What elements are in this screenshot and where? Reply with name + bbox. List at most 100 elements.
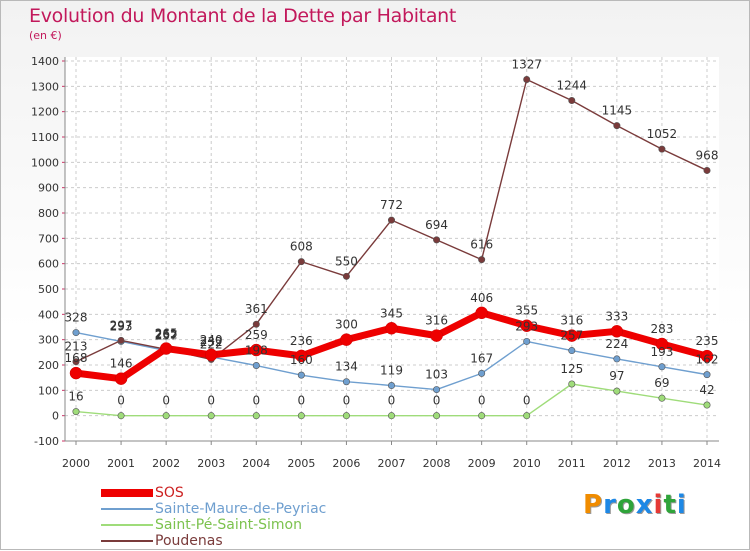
data-point-saint-pe-saint-simon: [658, 394, 666, 402]
data-label-sos: 283: [650, 322, 673, 336]
logo-letter: t: [663, 490, 677, 520]
data-point-saint-pe-saint-simon: [433, 412, 441, 420]
data-label-poudenas: 1145: [602, 104, 633, 118]
legend-swatch: [101, 508, 153, 510]
legend-label: Sainte-Maure-de-Peyriac: [155, 501, 327, 517]
data-label-sainte-maure-de-peyriac: 257: [560, 329, 583, 343]
y-tick-label: 1200: [31, 106, 59, 119]
y-tick-label: 1100: [31, 131, 59, 144]
data-label-poudenas: 1327: [511, 57, 542, 71]
data-point-sainte-maure-de-peyriac: [613, 355, 621, 363]
data-label-sos: 168: [65, 351, 88, 365]
x-tick-label: 2003: [197, 457, 225, 470]
data-point-saint-pe-saint-simon: [387, 412, 395, 420]
data-point-sos: [114, 372, 128, 385]
data-point-sainte-maure-de-peyriac: [568, 347, 576, 355]
data-point-sos: [610, 325, 624, 338]
data-label-poudenas: 222: [200, 337, 223, 351]
y-tick-label: 700: [38, 232, 59, 245]
data-point-poudenas: [297, 258, 305, 266]
data-label-sos: 235: [696, 334, 719, 348]
legend-swatch: [101, 524, 153, 526]
x-tick-label: 2007: [378, 457, 406, 470]
y-tick-label: 100: [38, 384, 59, 397]
data-point-sainte-maure-de-peyriac: [252, 362, 260, 370]
y-tick-label: 1400: [31, 55, 59, 68]
data-label-poudenas: 772: [380, 198, 403, 212]
data-label-sainte-maure-de-peyriac: 134: [335, 360, 358, 374]
data-label-poudenas: 694: [425, 218, 448, 232]
data-point-sos: [520, 319, 533, 332]
x-tick-label: 2000: [62, 457, 90, 470]
data-label-poudenas: 616: [470, 238, 493, 252]
logo-letter: x: [635, 490, 654, 520]
y-tick-label: 400: [38, 308, 59, 321]
data-point-saint-pe-saint-simon: [613, 387, 621, 395]
data-label-saint-pe-saint-simon: 16: [68, 390, 83, 404]
data-label-sos: 316: [425, 314, 448, 328]
x-tick-label: 2011: [558, 457, 586, 470]
legend-label: SOS: [155, 485, 184, 501]
data-label-sainte-maure-de-peyriac: 103: [425, 368, 448, 382]
data-point-poudenas: [433, 236, 441, 244]
data-label-sos: 345: [380, 306, 403, 320]
logo-letter: i: [653, 490, 664, 520]
data-label-sos: 333: [605, 309, 628, 323]
y-tick-label: 500: [38, 283, 59, 296]
data-label-sos: 265: [155, 327, 178, 341]
data-label-saint-pe-saint-simon: 0: [298, 394, 306, 408]
proxiti-logo: Proxiti: [583, 490, 687, 520]
x-tick-label: 2001: [107, 457, 135, 470]
legend-label: Saint-Pé-Saint-Simon: [155, 517, 302, 533]
data-point-sainte-maure-de-peyriac: [342, 378, 350, 386]
data-label-sainte-maure-de-peyriac: 167: [470, 351, 493, 365]
y-tick-label: 1000: [31, 156, 59, 169]
x-tick-label: 2009: [468, 457, 496, 470]
data-point-sainte-maure-de-peyriac: [658, 363, 666, 371]
y-tick-label: 600: [38, 258, 59, 271]
y-tick-label: 900: [38, 182, 59, 195]
legend-swatch: [101, 540, 153, 542]
x-tick-label: 2006: [332, 457, 360, 470]
data-label-sainte-maure-de-peyriac: 162: [696, 353, 719, 367]
data-point-sos: [385, 322, 398, 335]
data-label-sos: 316: [560, 314, 583, 328]
data-label-sainte-maure-de-peyriac: 198: [245, 344, 268, 358]
data-point-sainte-maure-de-peyriac: [387, 382, 395, 390]
data-point-sainte-maure-de-peyriac: [297, 371, 305, 379]
data-point-saint-pe-saint-simon: [117, 412, 125, 420]
data-point-sainte-maure-de-peyriac: [433, 386, 441, 394]
data-point-saint-pe-saint-simon: [342, 412, 350, 420]
data-point-saint-pe-saint-simon: [162, 412, 170, 420]
data-label-saint-pe-saint-simon: 0: [523, 394, 531, 408]
x-tick-label: 2010: [513, 457, 541, 470]
logo-letter: P: [583, 490, 604, 520]
legend-swatch: [101, 489, 153, 497]
data-point-poudenas: [703, 166, 711, 174]
data-label-saint-pe-saint-simon: 0: [207, 394, 215, 408]
x-tick-label: 2004: [242, 457, 270, 470]
y-tick-label: -100: [34, 435, 59, 448]
data-label-poudenas: 608: [290, 240, 313, 254]
data-point-poudenas: [252, 320, 260, 328]
data-point-poudenas: [658, 145, 666, 153]
data-point-poudenas: [478, 256, 486, 264]
data-label-poudenas: 550: [335, 254, 358, 268]
data-point-sos: [430, 329, 443, 342]
data-point-poudenas: [613, 122, 621, 130]
data-label-saint-pe-saint-simon: 0: [433, 394, 441, 408]
data-label-saint-pe-saint-simon: 0: [388, 394, 396, 408]
data-point-saint-pe-saint-simon: [252, 412, 260, 420]
data-point-sos: [295, 349, 308, 363]
data-point-sos: [69, 366, 83, 380]
logo-letter: i: [676, 490, 687, 520]
data-label-poudenas: 297: [110, 318, 133, 332]
data-label-sos: 236: [290, 334, 313, 348]
data-label-sos: 406: [470, 291, 493, 305]
data-label-poudenas: 1244: [557, 79, 588, 93]
data-label-sos: 146: [110, 357, 133, 371]
data-point-saint-pe-saint-simon: [207, 412, 215, 420]
data-point-saint-pe-saint-simon: [72, 408, 80, 416]
data-point-saint-pe-saint-simon: [478, 412, 486, 420]
